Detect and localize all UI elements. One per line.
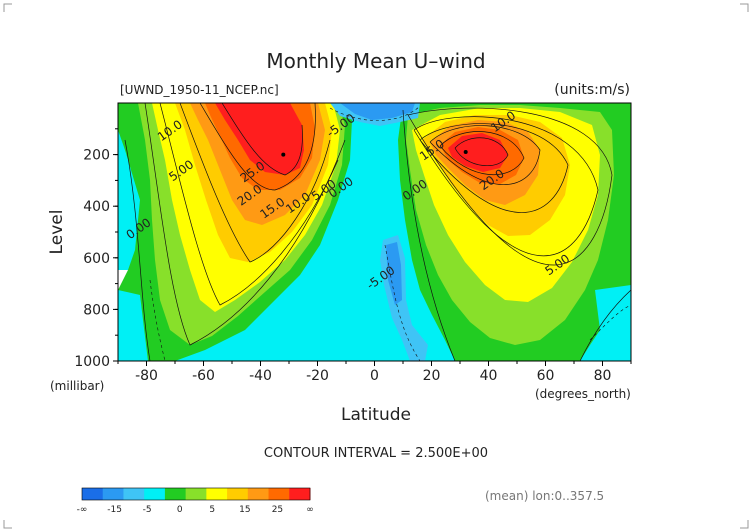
- y-tick-label: 800: [83, 302, 110, 318]
- colorbar-swatch: [102, 488, 124, 500]
- colorbar-swatch: [82, 488, 104, 500]
- chart-title: Monthly Mean U–wind: [266, 49, 485, 73]
- north-polar-cyan: [590, 285, 631, 361]
- colorbar-swatch: [247, 488, 270, 500]
- x-axis-units: (degrees_north): [535, 387, 631, 401]
- y-axis-title: Level: [47, 210, 67, 255]
- easterly-upper-core: [340, 103, 415, 120]
- colorbar-swatch: [185, 488, 207, 500]
- colorbar-frame: [81, 487, 311, 501]
- x-axis: -80 -60 -40 -20 0 20 40 60 80: [117, 361, 632, 384]
- x-tick-label: 80: [594, 368, 612, 384]
- y-tick-label: 400: [83, 199, 110, 215]
- y-tick-label: 1000: [74, 354, 110, 370]
- colorbar-swatch: [123, 488, 145, 500]
- colorbar-swatch: [206, 488, 228, 500]
- units-label: (units:m/s): [554, 82, 630, 98]
- colorbar-swatch: [289, 488, 311, 500]
- colorbar-label: 5: [209, 505, 215, 515]
- colorbar-label: ∞: [306, 505, 314, 515]
- x-tick-label: 40: [480, 368, 498, 384]
- contour-interval-text: CONTOUR INTERVAL = 2.500E+00: [264, 446, 488, 461]
- colorbar-swatch: [164, 488, 187, 500]
- negative-contours: [149, 105, 631, 361]
- plot-area: [118, 103, 631, 361]
- dataset-label: [UWND_1950-11_NCEP.nc]: [120, 83, 279, 97]
- jet-core-marker: [281, 152, 286, 157]
- colorbar-label: -∞: [77, 505, 88, 515]
- y-tick-label: 600: [83, 251, 110, 267]
- x-tick-label: 20: [423, 368, 441, 384]
- x-tick-label: -80: [135, 368, 158, 384]
- colorbar-label: 0: [177, 505, 183, 515]
- x-tick-label: -60: [192, 368, 215, 384]
- contour-lines: [124, 103, 631, 361]
- colorbar-label: 15: [239, 505, 250, 515]
- north-red: [448, 133, 508, 172]
- y-axis: 200 400 600 800 1000: [74, 128, 118, 370]
- footer-label: (mean) lon:0..357.5: [485, 489, 604, 503]
- colorbar-swatch: [144, 488, 166, 500]
- colorbar-labels: -∞ -15 -5 0 5 15 25 ∞: [77, 505, 314, 515]
- y-tick-label: 200: [83, 148, 110, 164]
- x-tick-label: 0: [370, 368, 379, 384]
- south-polar-cyan: [118, 290, 148, 361]
- colorbar: [81, 487, 311, 501]
- colorbar-label: -15: [107, 505, 122, 515]
- colorbar-swatch: [268, 488, 290, 500]
- easterly-lower-core: [386, 242, 402, 305]
- south-red: [215, 103, 304, 175]
- colorbar-swatch: [227, 488, 249, 500]
- x-tick-label: -40: [249, 368, 272, 384]
- x-tick-label: -20: [306, 368, 329, 384]
- colorbar-label: -5: [143, 505, 152, 515]
- jet-core-marker: [463, 150, 468, 155]
- x-tick-label: 60: [537, 368, 555, 384]
- x-axis-title: Latitude: [341, 405, 411, 425]
- crop-marks: [3, 3, 749, 529]
- colorbar-label: 25: [272, 505, 283, 515]
- y-axis-units: (millibar): [50, 379, 104, 393]
